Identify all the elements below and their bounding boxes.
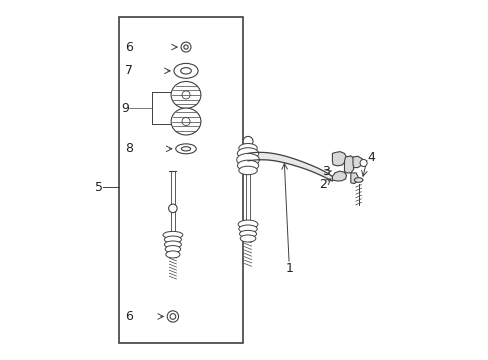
Text: 9: 9 [121,102,129,115]
Ellipse shape [237,148,258,159]
Text: 2: 2 [319,178,326,191]
Ellipse shape [181,147,190,151]
Text: 8: 8 [125,142,133,155]
Ellipse shape [239,230,256,238]
Text: 4: 4 [367,151,375,164]
Ellipse shape [165,251,180,258]
Polygon shape [350,173,357,184]
Polygon shape [332,171,346,181]
Ellipse shape [164,236,181,243]
Ellipse shape [354,178,362,182]
Ellipse shape [236,153,259,166]
Circle shape [170,314,175,319]
Ellipse shape [171,108,201,135]
Circle shape [182,117,190,126]
Ellipse shape [164,241,181,248]
Ellipse shape [171,81,201,108]
Ellipse shape [238,225,257,233]
Ellipse shape [174,63,198,78]
Text: 6: 6 [125,41,133,54]
Bar [119,17,242,343]
Circle shape [168,204,177,213]
Circle shape [182,91,190,99]
Circle shape [183,45,188,49]
Ellipse shape [181,68,191,74]
Circle shape [359,159,366,167]
Circle shape [181,42,191,52]
Ellipse shape [165,246,181,253]
Text: 7: 7 [125,64,133,77]
Ellipse shape [238,144,257,153]
Polygon shape [344,156,353,173]
Polygon shape [352,156,362,168]
Ellipse shape [237,160,258,171]
Ellipse shape [238,166,257,175]
Text: 1: 1 [285,262,292,275]
Text: 6: 6 [125,310,133,323]
Polygon shape [332,152,346,166]
Ellipse shape [163,231,183,238]
Ellipse shape [240,235,255,242]
Ellipse shape [238,220,258,229]
Text: 3: 3 [322,165,329,178]
Circle shape [243,136,252,146]
Text: 5: 5 [95,181,102,194]
Ellipse shape [175,144,196,154]
Circle shape [167,311,178,322]
